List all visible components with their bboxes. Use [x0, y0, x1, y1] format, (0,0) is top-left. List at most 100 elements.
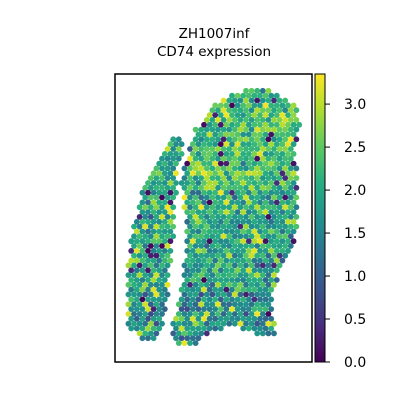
tissue-spot — [192, 340, 199, 346]
tissue-spot — [175, 340, 182, 346]
tissue-spot — [237, 243, 244, 249]
tissue-spot — [215, 194, 221, 201]
tissue-spot — [201, 228, 207, 235]
tissue-spot — [265, 214, 272, 220]
tissue-spot — [271, 184, 277, 191]
tissue-spot — [184, 170, 191, 177]
tissue-spot — [234, 306, 241, 312]
tissue-spot — [159, 204, 165, 211]
tissue-spot — [170, 146, 177, 152]
tissue-spot — [259, 320, 266, 327]
tissue-spot — [206, 131, 213, 138]
tissue-spot — [164, 223, 171, 230]
tissue-spot — [156, 189, 163, 196]
tissue-spot — [265, 330, 272, 337]
tissue-spot — [195, 267, 202, 274]
tissue-spot — [287, 165, 294, 172]
tissue-spot — [282, 233, 289, 240]
tissue-spot — [128, 325, 135, 332]
tissue-spot — [192, 136, 199, 143]
tissue-spot — [265, 107, 272, 114]
tissue-spot — [215, 262, 221, 269]
tissue-spot — [184, 189, 191, 196]
tissue-spot — [223, 296, 230, 303]
tissue-spot — [231, 301, 238, 308]
tissue-spot — [156, 306, 163, 312]
tissue-spot — [254, 262, 261, 269]
tissue-spot — [187, 184, 193, 191]
tissue-spot — [206, 286, 213, 293]
tissue-spot — [240, 170, 247, 177]
tissue-spot — [271, 175, 277, 182]
tissue-spot — [229, 102, 235, 109]
tissue-spot — [203, 243, 210, 249]
tissue-spot — [251, 121, 258, 128]
tissue-spot — [203, 281, 210, 288]
tissue-spot — [150, 277, 157, 283]
tissue-spot — [212, 218, 219, 225]
tissue-spot — [226, 184, 233, 191]
tissue-spot — [254, 330, 261, 337]
tissue-spot — [198, 233, 205, 240]
tissue-spot — [203, 155, 210, 162]
tissue-spot — [150, 325, 157, 332]
tissue-spot — [217, 228, 224, 235]
tissue-spot — [187, 340, 193, 346]
tissue-spot — [192, 272, 199, 278]
tissue-spot — [231, 146, 238, 152]
tissue-spot — [136, 330, 143, 337]
tissue-spot — [178, 151, 185, 157]
tissue-spot — [192, 301, 199, 308]
tissue-spot — [220, 233, 227, 240]
tissue-spot — [285, 151, 291, 157]
tissue-spot — [231, 117, 238, 123]
tissue-spot — [195, 199, 202, 206]
tissue-spot — [231, 223, 238, 230]
tissue-spot — [287, 107, 294, 114]
tissue-spot — [189, 228, 196, 235]
tissue-spot — [220, 126, 227, 133]
tissue-spot — [220, 194, 227, 201]
tissue-spot — [240, 218, 247, 225]
tissue-spot — [128, 238, 135, 245]
tissue-spot — [262, 131, 269, 138]
tissue-spot — [161, 180, 168, 186]
tissue-spot — [271, 233, 277, 240]
tissue-spot — [133, 286, 140, 293]
tissue-spot — [248, 311, 255, 317]
tissue-spot — [234, 209, 241, 216]
tissue-spot — [271, 204, 277, 211]
tissue-spot — [282, 214, 289, 220]
tissue-spot — [201, 189, 207, 196]
tissue-spot — [285, 160, 291, 167]
tissue-spot — [287, 223, 294, 230]
tissue-spot — [237, 175, 244, 182]
tissue-spot — [209, 223, 216, 230]
tissue-spot — [175, 320, 182, 327]
tissue-spot — [131, 233, 137, 240]
tissue-spot — [161, 151, 168, 157]
tissue-spot — [203, 262, 210, 269]
tissue-spot — [268, 141, 275, 148]
tissue-spot — [145, 218, 151, 225]
tissue-spot — [290, 131, 297, 138]
tissue-spot — [265, 117, 272, 123]
tissue-spot — [175, 330, 182, 337]
tissue-spot — [268, 248, 275, 254]
tissue-spot — [265, 262, 272, 269]
tissue-spot — [156, 315, 163, 322]
tissue-spot — [209, 272, 216, 278]
tissue-spot — [195, 248, 202, 254]
tissue-spot — [229, 170, 235, 177]
tissue-spot — [285, 189, 291, 196]
tissue-spot — [290, 218, 297, 225]
tissue-spot — [243, 87, 249, 94]
tissue-spot — [201, 131, 207, 138]
tissue-spot — [206, 257, 213, 264]
tissue-spot — [192, 214, 199, 220]
tissue-spot — [170, 155, 177, 162]
tissue-spot — [161, 286, 168, 293]
tissue-spot — [145, 257, 151, 264]
tissue-spot — [257, 121, 263, 128]
tissue-spot — [229, 180, 235, 186]
